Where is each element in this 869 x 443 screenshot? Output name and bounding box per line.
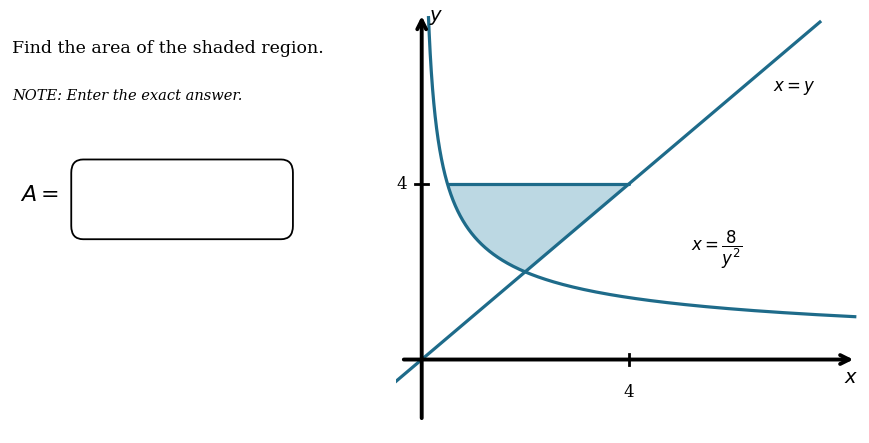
Text: $A =$: $A =$ <box>20 185 59 205</box>
Text: $x$: $x$ <box>843 369 857 388</box>
Text: $x = \dfrac{8}{y^2}$: $x = \dfrac{8}{y^2}$ <box>690 229 741 271</box>
Text: 4: 4 <box>396 176 407 193</box>
Text: 4: 4 <box>622 384 634 400</box>
Text: NOTE: Enter the exact answer.: NOTE: Enter the exact answer. <box>12 89 242 103</box>
FancyBboxPatch shape <box>71 159 293 239</box>
Text: Find the area of the shaded region.: Find the area of the shaded region. <box>12 40 323 57</box>
Text: $x = y$: $x = y$ <box>773 79 815 97</box>
Text: $y$: $y$ <box>428 8 443 27</box>
